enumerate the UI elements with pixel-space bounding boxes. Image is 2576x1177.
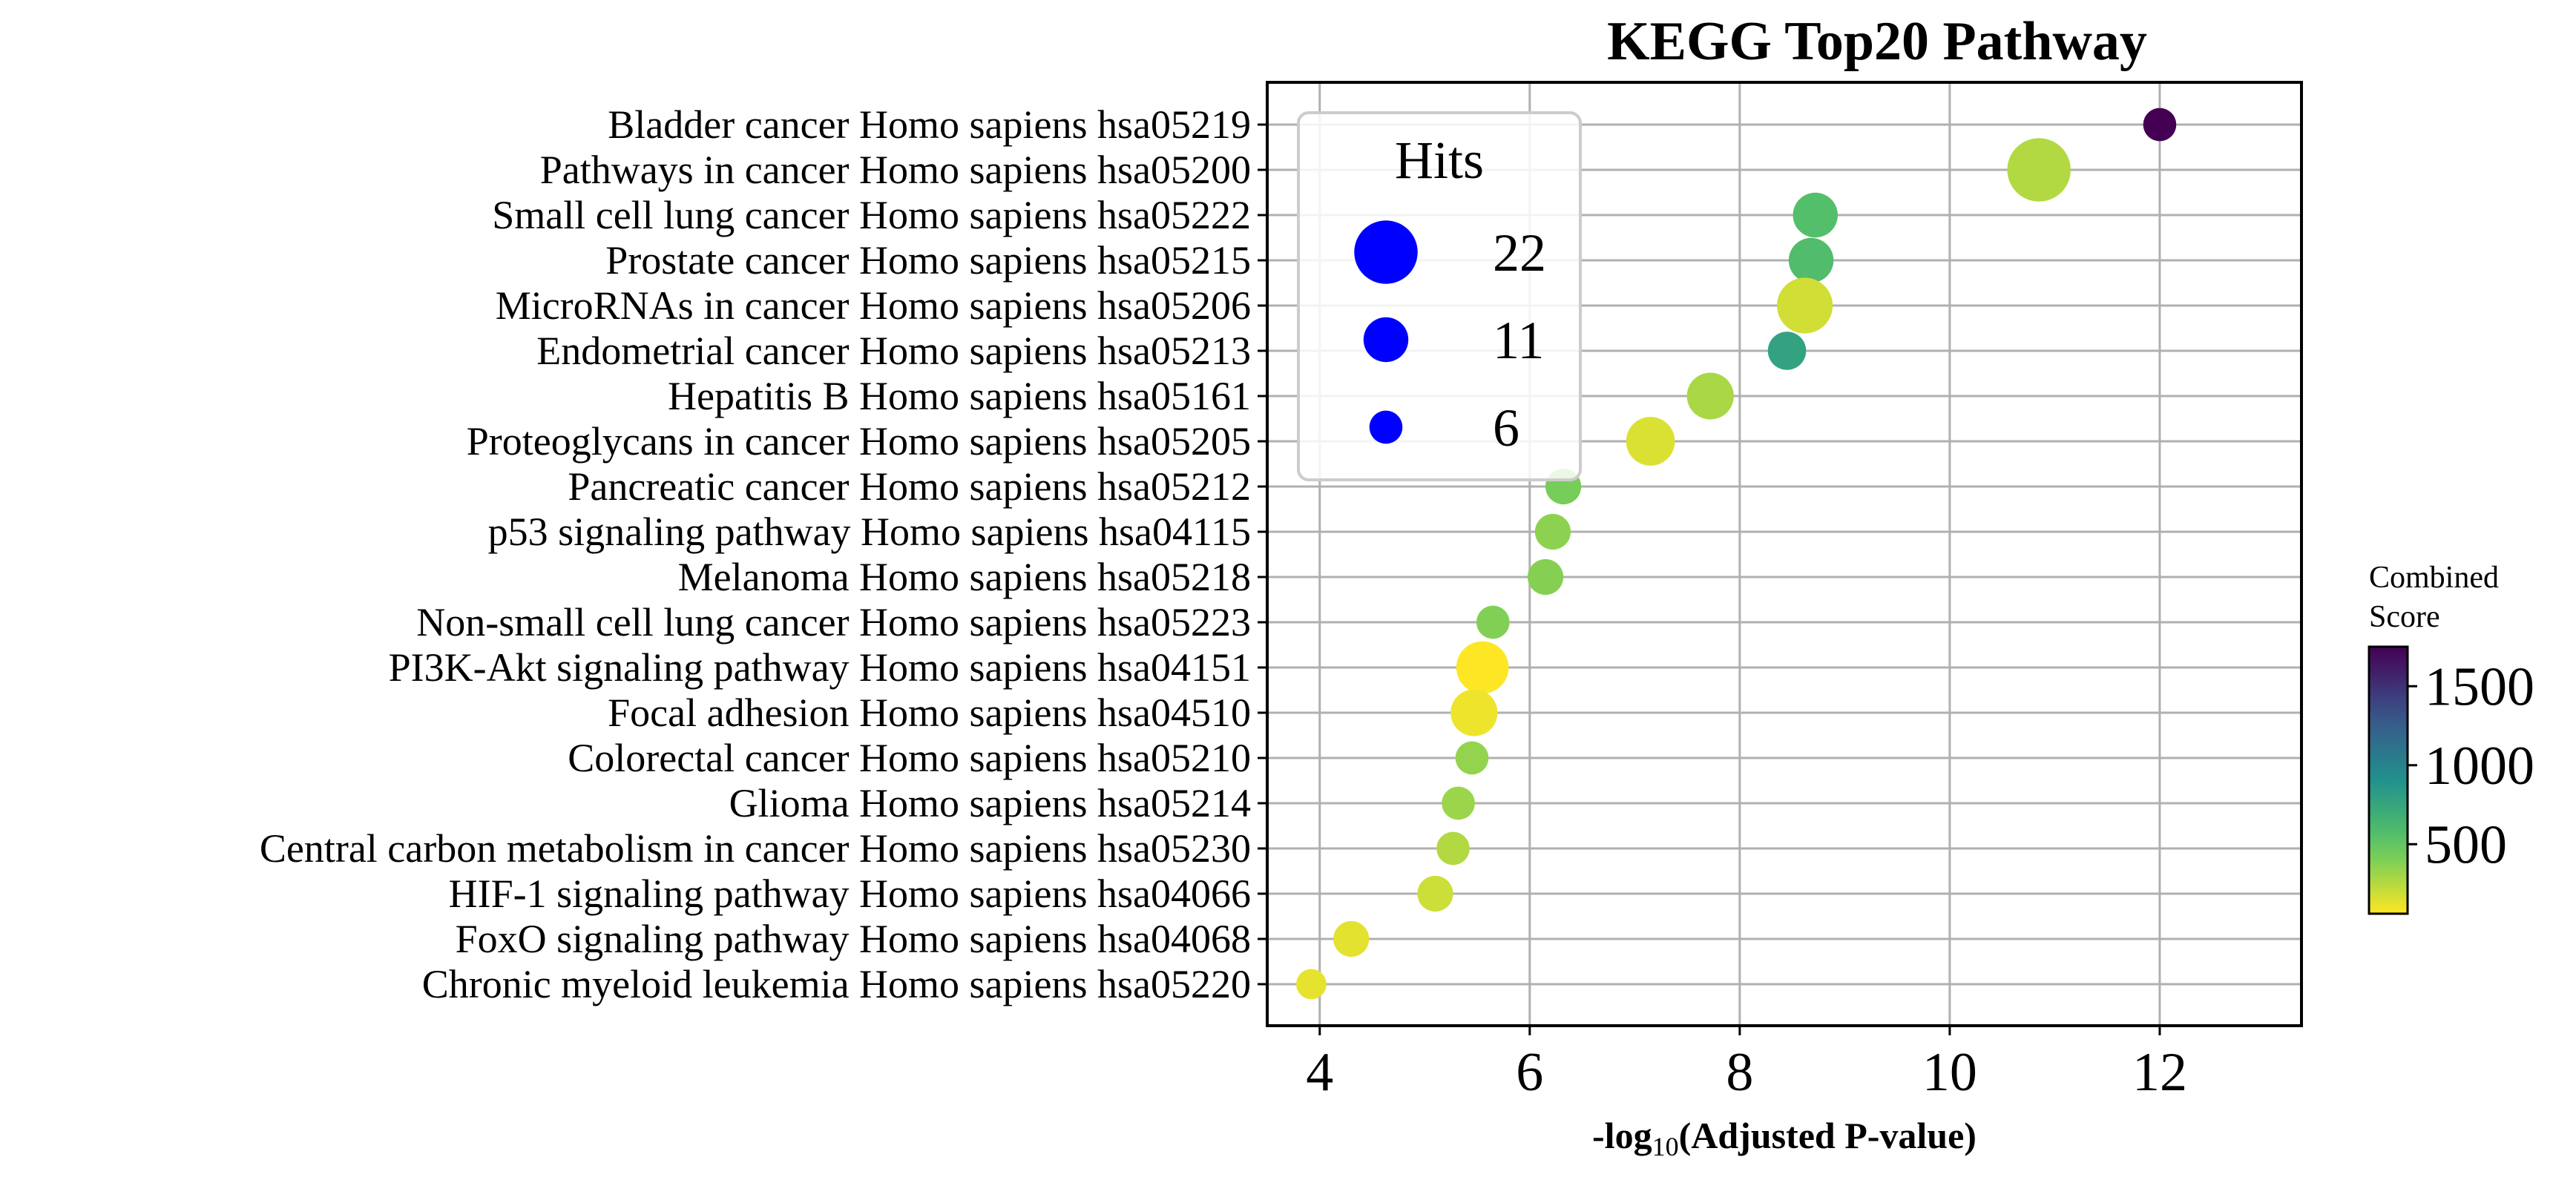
y-tick-label: Small cell lung cancer Homo sapiens hsa0… [492, 193, 1251, 237]
data-point [1417, 875, 1453, 912]
y-tick-label: p53 signaling pathway Homo sapiens hsa04… [488, 510, 1251, 554]
colorbar-tick-label: 500 [2425, 814, 2507, 875]
y-tick-label: Pathways in cancer Homo sapiens hsa05200 [540, 148, 1251, 192]
y-tick-label: Pancreatic cancer Homo sapiens hsa05212 [568, 464, 1251, 509]
data-point [2143, 108, 2177, 142]
x-tick-label: 12 [2132, 1042, 2187, 1103]
y-tick-label: Melanoma Homo sapiens hsa05218 [678, 555, 1251, 599]
size-legend-marker [1354, 220, 1418, 284]
y-tick-label: FoxO signaling pathway Homo sapiens hsa0… [456, 917, 1251, 961]
y-tick-label: HIF-1 signaling pathway Homo sapiens hsa… [449, 871, 1251, 916]
x-tick-label: 10 [1922, 1042, 1977, 1103]
y-tick-label: Non-small cell lung cancer Homo sapiens … [416, 600, 1251, 644]
data-point [1333, 920, 1370, 957]
data-point [1436, 831, 1470, 866]
y-axis-labels: Bladder cancer Homo sapiens hsa05219Path… [260, 102, 1267, 1006]
colorbar-gradient [2368, 645, 2409, 915]
data-point [1686, 372, 1734, 420]
y-tick-label: Bladder cancer Homo sapiens hsa05219 [608, 102, 1251, 147]
y-tick-label: PI3K-Akt signaling pathway Homo sapiens … [389, 645, 1251, 690]
data-point [1788, 237, 1834, 283]
size-legend-marker [1363, 317, 1409, 363]
x-axis-label-subscript: 10 [1652, 1132, 1679, 1161]
colorbar-tick-label: 1500 [2425, 656, 2534, 717]
y-tick-label: Colorectal cancer Homo sapiens hsa05210 [568, 736, 1251, 780]
data-point [1450, 689, 1498, 736]
y-tick-label: MicroRNAs in cancer Homo sapiens hsa0520… [496, 283, 1251, 328]
y-tick-label: Proteoglycans in cancer Homo sapiens hsa… [467, 419, 1251, 464]
colorbar-title-line1: Combined [2369, 561, 2499, 595]
data-point [2007, 138, 2071, 202]
size-legend-title: Hits [1395, 131, 1484, 190]
colorbar: Combined Score 500 1000 1500 [2368, 561, 2534, 915]
size-legend-label: 6 [1493, 398, 1519, 458]
y-tick-label: Glioma Homo sapiens hsa05214 [729, 781, 1251, 825]
chart-title: KEGG Top20 Pathway [1607, 11, 2147, 72]
y-tick-label: Endometrial cancer Homo sapiens hsa05213 [536, 329, 1251, 373]
size-legend-label: 22 [1493, 223, 1546, 283]
size-legend-box [1297, 111, 1582, 481]
x-axis-label: -log10(Adjusted P-value) [1592, 1115, 1977, 1161]
data-point [1476, 605, 1510, 639]
data-point [1793, 192, 1838, 238]
data-point [1534, 513, 1571, 550]
data-point [1296, 969, 1327, 1000]
size-legend: Hits 22 11 6 [1297, 111, 1582, 481]
data-point [1456, 641, 1509, 694]
y-tick-label: Central carbon metabolism in cancer Homo… [260, 826, 1251, 871]
y-tick-label: Hepatitis B Homo sapiens hsa05161 [668, 374, 1251, 418]
plot-frame [1266, 81, 2303, 1027]
data-point [1442, 786, 1475, 820]
data-point [1527, 558, 1564, 596]
data-point [1767, 332, 1807, 370]
x-tick-label: 4 [1306, 1042, 1333, 1103]
x-axis: 4 6 8 10 12 [1306, 1026, 2187, 1103]
data-point [1455, 741, 1489, 775]
data-point [1777, 277, 1833, 334]
size-legend-label: 11 [1493, 311, 1544, 370]
y-tick-label: Focal adhesion Homo sapiens hsa04510 [608, 690, 1251, 735]
x-tick-label: 8 [1726, 1042, 1753, 1103]
colorbar-tick-label: 1000 [2425, 736, 2534, 797]
colorbar-title-line2: Score [2369, 600, 2440, 634]
x-tick-label: 6 [1516, 1042, 1543, 1103]
y-tick-label: Chronic myeloid leukemia Homo sapiens hs… [422, 962, 1251, 1006]
y-tick-label: Prostate cancer Homo sapiens hsa05215 [605, 238, 1251, 283]
data-point [1626, 417, 1675, 466]
size-legend-marker [1369, 410, 1403, 444]
